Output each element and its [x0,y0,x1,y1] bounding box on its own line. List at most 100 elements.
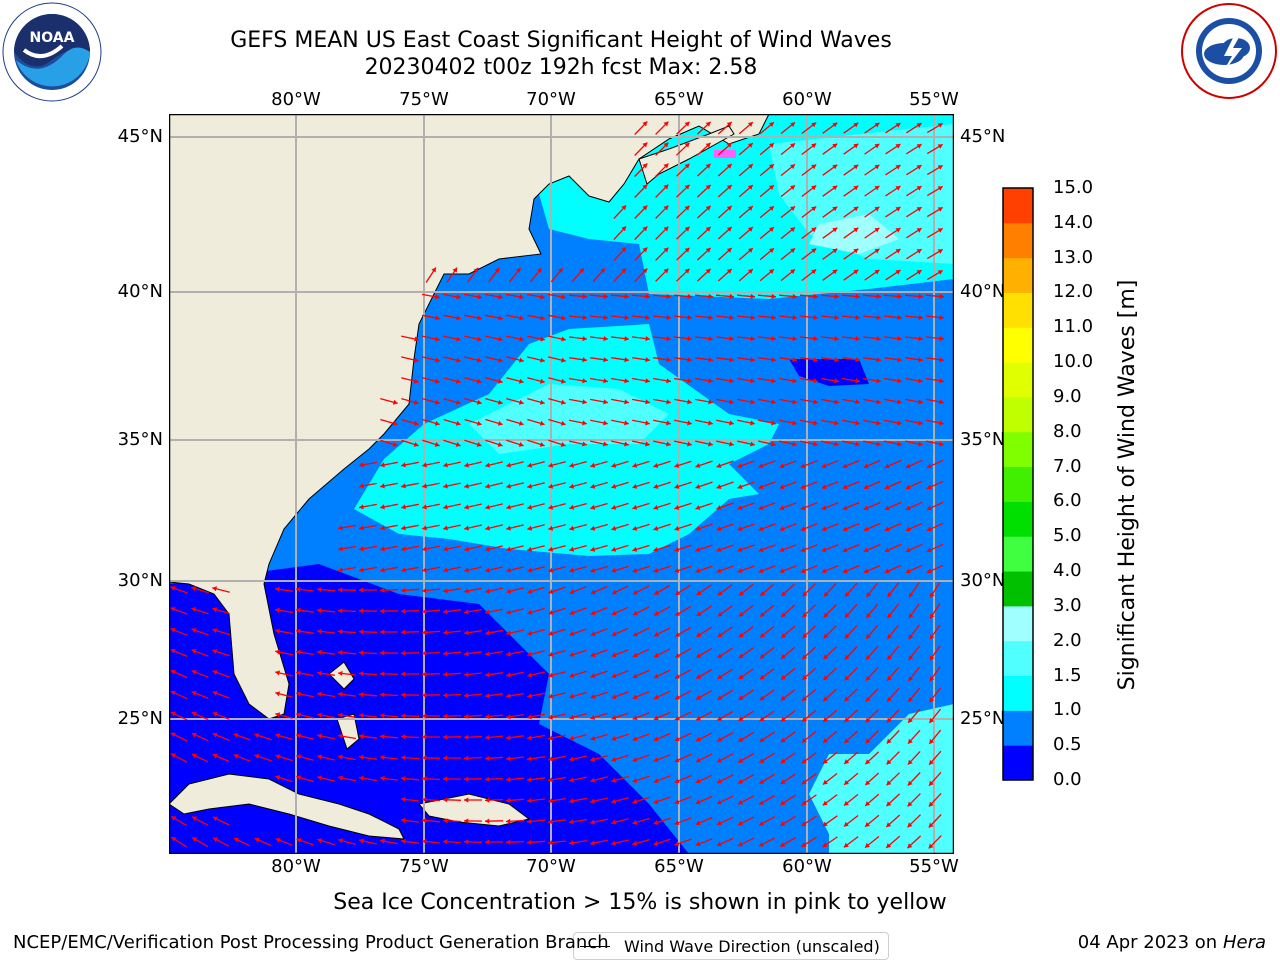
wave-direction-arrowhead [296,838,302,843]
wave-direction-arrowhead [611,589,617,595]
wave-direction-arrowhead [645,336,650,342]
wave-direction-arrowhead [747,164,753,169]
wave-direction-arrowhead [212,628,218,634]
wave-direction-arrowhead [506,672,511,678]
wave-direction-arrowhead [212,649,218,654]
wave-direction-arrowhead [422,462,427,468]
wave-direction-arrowhead [642,163,648,169]
wave-direction-arrowhead [886,738,892,744]
colorbar-tick-label: 11.0 [1053,316,1094,338]
wave-direction-arrowhead [590,483,596,489]
wave-direction-arrowhead [834,357,839,363]
wave-direction-arrowhead [380,754,385,760]
wave-direction-arrowhead [590,673,596,678]
wave-direction-arrowhead [191,669,197,675]
wave-direction-arrowhead [582,378,587,384]
wave-direction-arrowhead [886,759,892,765]
wave-direction-arrowhead [684,247,690,253]
wave-direction-arrowhead [884,463,890,469]
wave-direction-arrowhead [779,463,785,469]
wave-direction-arrowhead [213,837,218,843]
wave-direction-arrowhead [317,587,322,593]
wave-direction-arrowhead [663,205,669,211]
wave-direction-arrowhead [443,650,448,656]
nws-logo [1180,2,1278,100]
wave-direction-arrowhead [212,732,218,738]
wave-direction-arrowhead [863,505,869,511]
wave-zone-0-0_5 [169,564,689,854]
wave-direction-arrowhead [771,336,776,342]
wave-direction-arrowhead [380,671,385,677]
wave-direction-arrowhead [926,547,932,553]
wave-direction-arrowhead [771,378,776,384]
wave-direction-arrowhead [170,690,176,696]
cuba [169,773,405,840]
run-date: 04 Apr 2023 on Hera [1078,932,1266,953]
wave-direction-arrowhead [823,758,828,764]
wave-direction-arrowhead [687,357,692,363]
wave-direction-arrowhead [811,269,817,275]
wave-direction-arrowhead [536,268,542,273]
wave-direction-arrowhead [464,462,469,468]
wave-direction-arrowhead [519,315,524,321]
wave-direction-arrowhead [506,735,511,741]
wave-direction-arrowhead [296,649,301,655]
wave-direction-arrowhead [645,314,650,321]
wave-direction-arrowhead [569,652,575,657]
wave-direction-arrowhead [653,715,659,721]
wave-direction-arrowhead [916,144,922,149]
wave-direction-arrowhead [738,632,744,638]
wave-direction-arrowhead [380,775,385,781]
wave-direction-arrowhead [401,587,406,593]
wave-direction-arrowhead [506,546,511,552]
wave-direction-arrowhead [876,336,881,342]
wave-direction-arrowhead [747,248,753,253]
wave-direction-arrowhead [275,670,280,676]
wave-direction-arrowhead [435,294,440,300]
wave-direction-arrowhead [296,775,302,781]
wave-direction-arrowhead [696,736,701,742]
wave-direction-arrowhead [726,248,732,253]
wave-direction-arrowhead [792,378,797,384]
wave-direction-arrowhead [928,843,934,849]
wave-direction-arrowhead [642,184,648,190]
wave-direction-arrowhead [456,315,461,321]
wave-direction-arrowhead [569,672,575,678]
wave-direction-arrowhead [477,357,482,363]
wave-direction-arrowhead [548,483,554,489]
wave-direction-arrowhead [569,819,574,825]
wave-direction-arrowhead [413,378,419,384]
wave-direction-arrowhead [642,205,648,211]
wave-direction-arrowhead [401,567,406,573]
wave-direction-arrowhead [759,674,765,680]
wave-direction-arrowhead [842,547,848,553]
wave-direction-arrowhead [747,122,753,127]
wave-direction-arrowhead [485,714,490,720]
colorbar-tick-label: 5.0 [1053,525,1082,547]
wave-direction-arrowhead [769,143,774,148]
wave-direction-arrowhead [705,142,711,148]
wave-direction-arrowhead [823,696,829,701]
wave-direction-arrowhead [464,755,469,761]
wave-direction-arrowhead [663,226,669,232]
wave-direction-arrowhead [611,736,617,741]
wave-direction-arrowhead [434,442,440,447]
wave-direction-arrowhead [759,758,765,763]
wave-direction-arrowhead [275,712,281,718]
wave-direction-arrowhead [758,463,764,468]
wave-direction-arrowhead [359,838,364,844]
wave-direction-arrowhead [887,655,892,660]
wave-direction-arrowhead [317,838,323,844]
wave-direction-arrowhead [485,734,490,740]
wave-direction-arrowhead [695,757,701,763]
wave-direction-arrowhead [874,206,880,212]
wave-direction-arrowhead [884,526,890,532]
wave-direction-arrowhead [506,588,512,594]
wave-direction-arrowhead [811,206,817,212]
wave-direction-arrowhead [874,143,880,149]
wave-direction-arrowhead [760,632,765,638]
wave-direction-arrowhead [675,673,680,679]
wave-direction-arrowhead [233,837,239,843]
wave-direction-arrowhead [401,525,406,531]
wave-direction-arrowhead [380,692,385,698]
